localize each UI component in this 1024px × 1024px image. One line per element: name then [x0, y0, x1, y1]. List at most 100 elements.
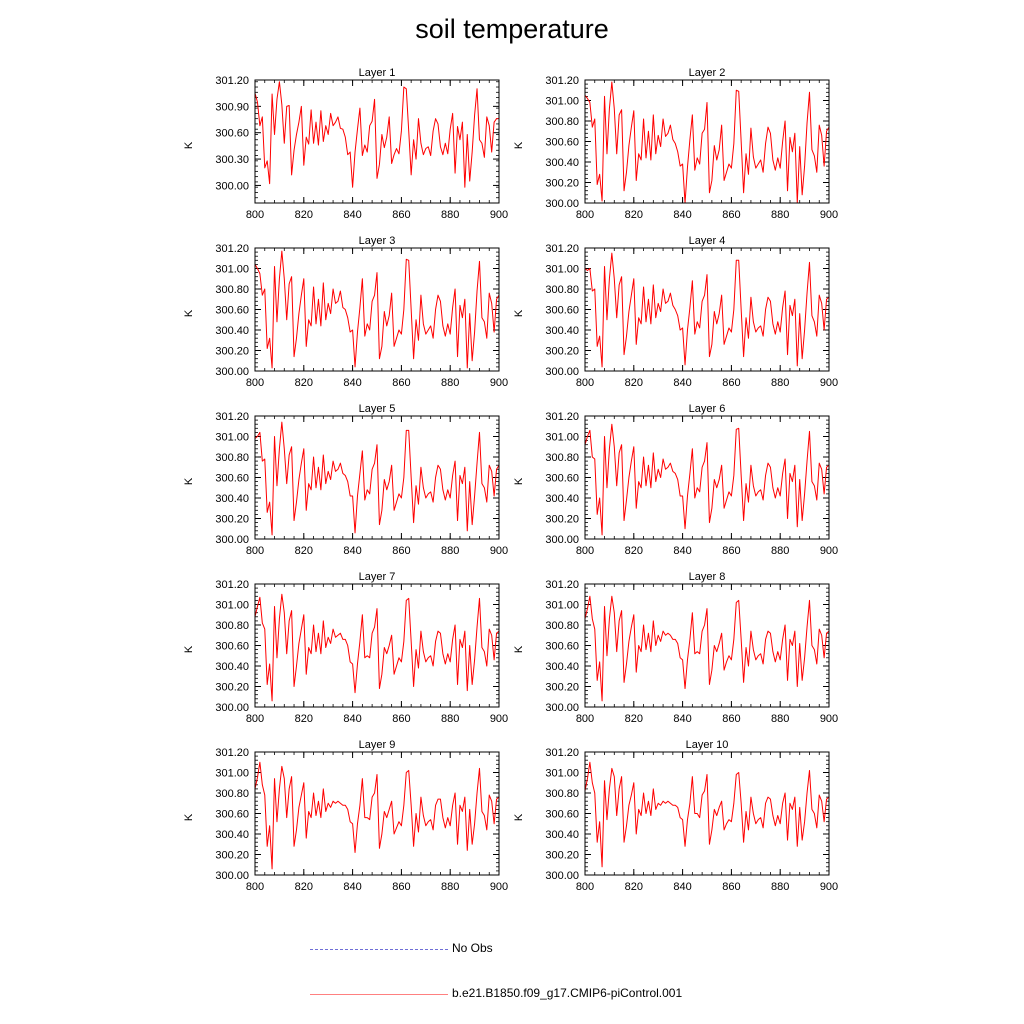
y-tick-label: 300.40 — [545, 829, 579, 841]
y-tick-label: 300.80 — [545, 788, 579, 800]
panel-10: Layer 10 K 800 820 840 860 880 900 301.20 301.00 3… — [513, 739, 838, 893]
y-tick-label: 300.60 — [215, 128, 249, 140]
x-tick-label: 880 — [771, 209, 789, 221]
y-tick-label: 300.00 — [545, 534, 579, 546]
y-tick-label: 300.40 — [215, 661, 249, 673]
y-tick-label: 300.80 — [545, 620, 579, 632]
y-axis-label: K — [183, 309, 195, 317]
y-tick-label: 301.00 — [215, 600, 249, 612]
y-tick-label: 301.20 — [545, 579, 579, 591]
y-tick-label: 300.00 — [545, 702, 579, 714]
plot-frame — [254, 751, 500, 876]
x-tick-label: 840 — [673, 209, 691, 221]
y-tick-label: 300.80 — [215, 788, 249, 800]
x-tick-label: 820 — [625, 545, 643, 557]
panel-4: Layer 4 K 800 820 840 860 880 900 301.20 301.00 30… — [513, 235, 838, 389]
y-tick-label: 301.20 — [215, 411, 249, 423]
x-tick-label: 860 — [722, 209, 740, 221]
panel-title: Layer 7 — [359, 571, 396, 583]
x-tick-label: 880 — [441, 881, 459, 893]
x-tick-label: 800 — [246, 377, 264, 389]
figure-title: soil temperature — [415, 14, 609, 44]
x-tick-label: 880 — [441, 713, 459, 725]
x-tick-label: 880 — [771, 881, 789, 893]
x-tick-label: 900 — [820, 545, 838, 557]
panel-1: Layer 1 K 800 820 840 860 880 900 301.20 300.90 30… — [183, 67, 508, 221]
y-tick-label: 301.20 — [545, 747, 579, 759]
x-tick-label: 900 — [820, 713, 838, 725]
x-tick-label: 860 — [722, 881, 740, 893]
panel-title: Layer 8 — [689, 571, 726, 583]
x-tick-label: 880 — [441, 545, 459, 557]
x-tick-label: 840 — [673, 713, 691, 725]
y-tick-label: 300.60 — [545, 473, 579, 485]
panel-3: Layer 3 K 800 820 840 860 880 900 301.20 301.00 30… — [183, 235, 508, 389]
y-tick-label: 300.40 — [545, 157, 579, 169]
y-tick-label: 300.00 — [215, 366, 249, 378]
plot-frame — [584, 247, 830, 372]
y-tick-label: 300.00 — [215, 702, 249, 714]
y-tick-label: 300.60 — [545, 809, 579, 821]
x-tick-label: 840 — [673, 545, 691, 557]
series-line — [254, 593, 500, 702]
series-line — [254, 81, 499, 188]
plot-frame — [254, 247, 500, 372]
x-tick-label: 820 — [295, 545, 313, 557]
x-tick-label: 820 — [625, 881, 643, 893]
y-tick-label: 300.20 — [545, 346, 579, 358]
y-tick-label: 301.00 — [215, 432, 249, 444]
y-tick-label: 300.60 — [215, 641, 249, 653]
y-tick-label: 301.00 — [545, 432, 579, 444]
y-tick-label: 300.80 — [215, 620, 249, 632]
y-axis-label: K — [513, 813, 525, 821]
x-tick-label: 860 — [392, 881, 410, 893]
y-tick-label: 301.20 — [545, 75, 579, 87]
x-tick-label: 860 — [722, 713, 740, 725]
x-tick-label: 800 — [246, 545, 264, 557]
x-tick-label: 840 — [343, 713, 361, 725]
y-tick-label: 300.40 — [215, 829, 249, 841]
y-axis-label: K — [513, 477, 525, 485]
y-tick-label: 300.20 — [215, 346, 249, 358]
y-tick-label: 300.80 — [545, 116, 579, 128]
panel-8: Layer 8 K 800 820 840 860 880 900 301.20 301.00 30… — [513, 571, 838, 725]
series-line — [584, 423, 830, 536]
x-tick-label: 900 — [490, 545, 508, 557]
y-tick-label: 300.60 — [545, 641, 579, 653]
y-tick-label: 300.00 — [215, 534, 249, 546]
y-tick-label: 300.80 — [545, 284, 579, 296]
y-tick-label: 301.00 — [545, 600, 579, 612]
legend-obs-swatch — [310, 949, 448, 950]
y-tick-label: 300.60 — [545, 137, 579, 149]
y-tick-label: 300.00 — [545, 198, 579, 210]
y-tick-label: 301.20 — [215, 747, 249, 759]
y-axis-label: K — [183, 645, 195, 653]
series-line — [584, 595, 830, 702]
y-tick-label: 300.90 — [215, 101, 249, 113]
legend-model-swatch — [310, 994, 448, 995]
plot-frame — [254, 415, 500, 540]
x-tick-label: 880 — [441, 377, 459, 389]
panel-title: Layer 4 — [689, 235, 726, 247]
y-axis-label: K — [513, 645, 525, 653]
x-tick-label: 840 — [343, 545, 361, 557]
y-tick-label: 301.00 — [545, 264, 579, 276]
series-line — [254, 250, 500, 369]
y-tick-label: 301.20 — [215, 579, 249, 591]
x-tick-label: 900 — [490, 377, 508, 389]
x-tick-label: 880 — [771, 377, 789, 389]
x-tick-label: 860 — [392, 377, 410, 389]
series-line — [584, 252, 830, 368]
x-tick-label: 800 — [246, 881, 264, 893]
panel-2: Layer 2 K 800 820 840 860 880 900 301.20 301.00 30… — [513, 67, 838, 221]
panel-title: Layer 5 — [359, 403, 396, 415]
panel-title: Layer 1 — [359, 67, 396, 79]
y-tick-label: 301.00 — [215, 264, 249, 276]
plot-frame — [584, 79, 830, 204]
x-tick-label: 800 — [246, 209, 264, 221]
x-tick-label: 840 — [673, 881, 691, 893]
y-tick-label: 300.80 — [215, 284, 249, 296]
x-tick-label: 840 — [343, 377, 361, 389]
plot-frame — [584, 583, 830, 708]
